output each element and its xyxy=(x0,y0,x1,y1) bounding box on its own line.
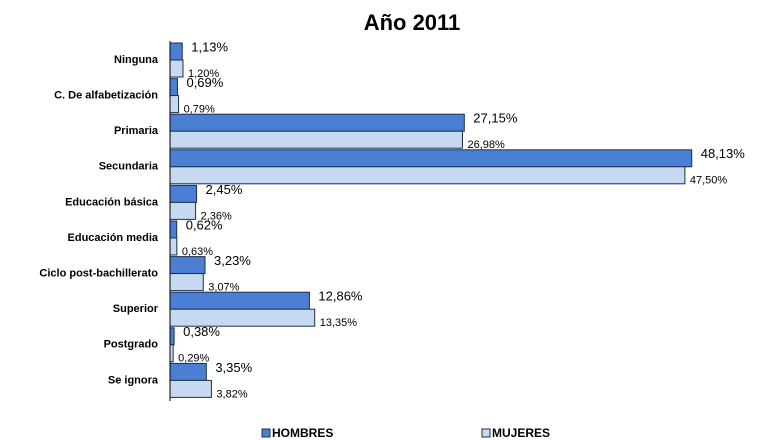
category-label: Superior xyxy=(113,303,159,315)
category-label: C. De alfabetización xyxy=(54,90,158,102)
bar xyxy=(169,184,198,203)
bar xyxy=(169,149,693,168)
bar xyxy=(169,362,207,381)
bar xyxy=(169,78,178,97)
chart-title: Año 2011 xyxy=(364,10,461,35)
category-label: Primaria xyxy=(114,125,159,137)
bar xyxy=(169,166,686,185)
bar xyxy=(169,130,463,149)
legend-swatch xyxy=(261,428,271,438)
legend-label: HOMBRES xyxy=(272,426,333,440)
bar xyxy=(169,256,206,275)
bar xyxy=(169,379,212,398)
data-label: 47,50% xyxy=(690,175,728,187)
category-label: Ciclo post-bachillerato xyxy=(39,268,158,280)
legend-label: MUJERES xyxy=(492,426,550,440)
data-label: 0,69% xyxy=(186,75,223,90)
bar xyxy=(169,273,204,292)
data-label: 3,23% xyxy=(214,253,251,268)
data-label: 26,98% xyxy=(467,139,505,151)
data-label: 27,15% xyxy=(473,111,518,126)
bar xyxy=(169,291,310,310)
bar xyxy=(169,95,180,114)
data-label: 0,63% xyxy=(182,246,213,258)
category-label: Ninguna xyxy=(114,54,159,66)
category-label: Educación media xyxy=(68,232,159,244)
category-label: Se ignora xyxy=(108,374,159,386)
bar xyxy=(169,59,184,78)
data-label: 0,29% xyxy=(178,353,209,365)
data-label: 1,20% xyxy=(188,68,219,80)
legend-swatch xyxy=(481,428,491,438)
bar xyxy=(169,113,465,132)
data-label: 0,38% xyxy=(183,324,220,339)
data-label: 48,13% xyxy=(701,146,746,161)
bar xyxy=(169,237,178,256)
data-label: 0,79% xyxy=(184,104,215,116)
bar xyxy=(169,42,183,61)
bar xyxy=(169,220,178,239)
data-label: 2,36% xyxy=(201,210,232,222)
data-label: 1,13% xyxy=(191,39,228,54)
data-label: 12,86% xyxy=(318,289,363,304)
bar xyxy=(169,327,175,346)
category-label: Secundaria xyxy=(99,161,159,173)
category-label: Postgrado xyxy=(104,339,159,351)
data-label: 2,45% xyxy=(206,182,243,197)
category-label: Educación básica xyxy=(65,196,159,208)
data-label: 3,07% xyxy=(208,282,239,294)
data-label: 3,35% xyxy=(215,360,252,375)
data-label: 3,82% xyxy=(216,388,247,400)
data-label: 13,35% xyxy=(320,317,358,329)
data-label: 0,62% xyxy=(186,217,223,232)
